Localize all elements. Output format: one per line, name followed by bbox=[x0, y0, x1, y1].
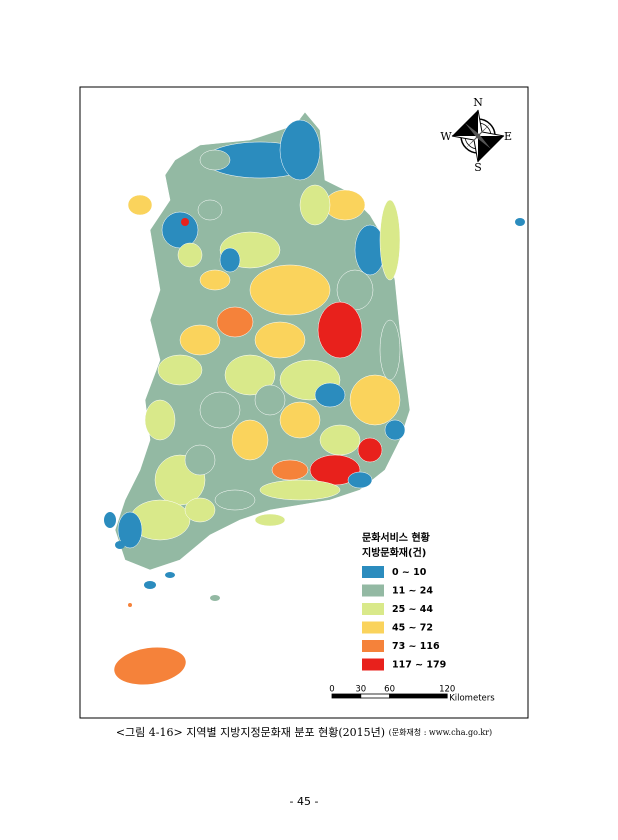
scale-tick-label: 60 bbox=[384, 685, 395, 695]
caption-text: <그림 4-16> 지역별 지방지정문화재 분포 현황(2015년) bbox=[116, 726, 385, 739]
compass-s: S bbox=[474, 161, 482, 174]
district bbox=[219, 247, 241, 273]
compass-n: N bbox=[473, 96, 483, 109]
district bbox=[384, 419, 406, 441]
district bbox=[254, 513, 286, 527]
district bbox=[214, 489, 256, 511]
district bbox=[279, 401, 321, 439]
scale-tick-label: 30 bbox=[355, 685, 366, 695]
district bbox=[179, 324, 221, 356]
district bbox=[199, 149, 231, 171]
island bbox=[115, 541, 125, 549]
map bbox=[104, 111, 525, 685]
district bbox=[314, 382, 346, 408]
district bbox=[224, 354, 276, 396]
island bbox=[104, 512, 116, 528]
district bbox=[347, 471, 373, 489]
legend: 0 ~ 10 11 ~ 24 25 ~ 44 45 ~ 72 73 ~ 116 117 ~… bbox=[362, 566, 446, 671]
legend-label: 45 ~ 72 bbox=[392, 623, 433, 634]
scale-segment bbox=[389, 693, 448, 699]
compass-e: E bbox=[504, 130, 512, 143]
district bbox=[199, 391, 241, 429]
district bbox=[117, 511, 143, 549]
legend-swatch bbox=[362, 584, 384, 597]
scale-tick-label: 0 bbox=[329, 685, 334, 695]
scale-tick-label: 120 bbox=[439, 685, 455, 695]
compass bbox=[451, 109, 505, 163]
district bbox=[254, 384, 286, 416]
island bbox=[128, 603, 132, 607]
district bbox=[144, 399, 176, 441]
district bbox=[254, 321, 306, 359]
legend-label: 11 ~ 24 bbox=[392, 586, 433, 597]
district bbox=[216, 306, 254, 338]
district bbox=[379, 319, 401, 381]
district bbox=[279, 119, 321, 181]
district bbox=[197, 199, 223, 221]
legend-label: 117 ~ 179 bbox=[392, 660, 446, 671]
compass-w: W bbox=[440, 130, 452, 143]
district bbox=[271, 459, 309, 481]
legend-swatch bbox=[362, 603, 384, 615]
legend-subtitle: 지방문화재(건) bbox=[362, 546, 426, 559]
district bbox=[379, 199, 401, 281]
island bbox=[210, 595, 220, 601]
district bbox=[324, 189, 366, 221]
caption: <그림 4-16> 지역별 지방지정문화재 분포 현황(2015년) (문화재청… bbox=[116, 726, 492, 739]
legend-label: 73 ~ 116 bbox=[392, 641, 440, 652]
district bbox=[249, 264, 331, 316]
page-number: - 45 - bbox=[290, 795, 319, 808]
district bbox=[231, 419, 269, 461]
scale-segment bbox=[331, 693, 362, 699]
scale-unit: Kilometers bbox=[449, 694, 495, 704]
island bbox=[515, 218, 525, 226]
district bbox=[319, 424, 361, 456]
district bbox=[259, 479, 341, 501]
legend-label: 25 ~ 44 bbox=[392, 604, 433, 615]
jeju bbox=[114, 647, 186, 685]
legend-swatch bbox=[362, 658, 384, 671]
district bbox=[357, 437, 383, 463]
district bbox=[349, 374, 401, 426]
district bbox=[157, 354, 203, 386]
district bbox=[317, 301, 363, 359]
island bbox=[165, 572, 175, 578]
legend-swatch bbox=[362, 640, 384, 652]
caption-source: (문화재청 : www.cha.go.kr) bbox=[389, 728, 493, 737]
district bbox=[177, 242, 203, 268]
legend-swatch bbox=[362, 566, 384, 578]
legend-label: 0 ~ 10 bbox=[392, 567, 427, 578]
legend-swatch bbox=[362, 621, 384, 634]
district bbox=[161, 211, 199, 249]
district bbox=[184, 497, 216, 523]
district bbox=[127, 194, 153, 216]
island bbox=[181, 218, 189, 226]
district bbox=[299, 184, 331, 226]
legend-title: 문화서비스 현황 bbox=[362, 531, 431, 544]
district bbox=[199, 269, 231, 291]
scale-segment bbox=[360, 693, 390, 699]
island bbox=[144, 581, 156, 589]
district bbox=[184, 444, 216, 476]
